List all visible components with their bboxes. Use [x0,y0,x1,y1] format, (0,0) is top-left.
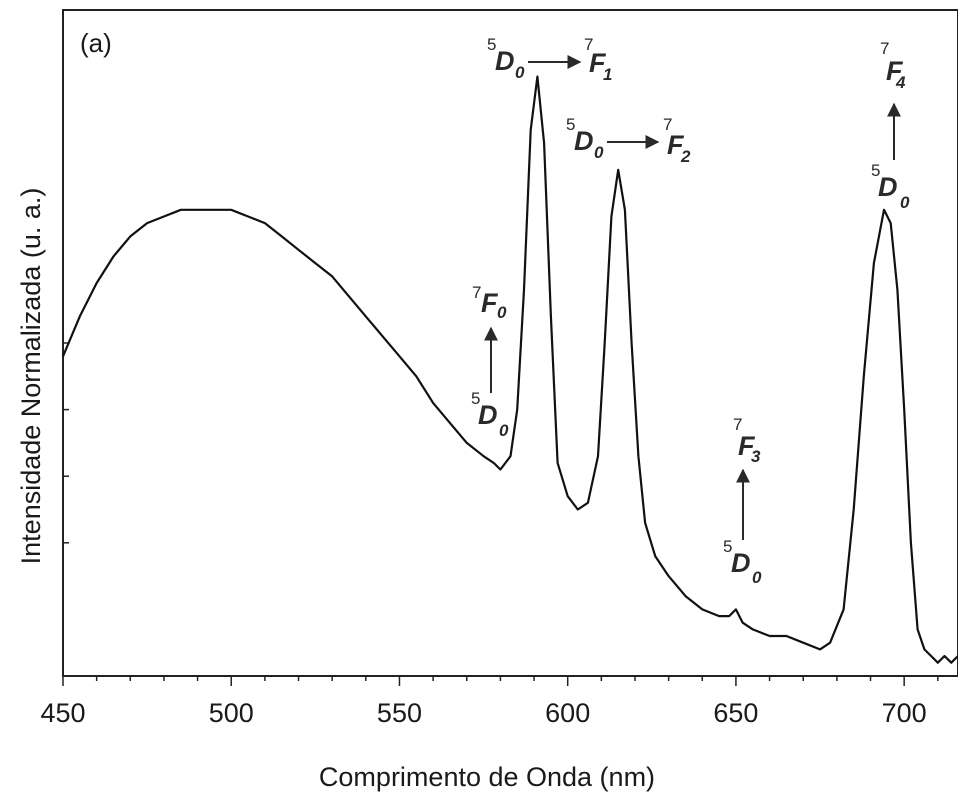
svg-text:4: 4 [895,73,906,92]
annotation-d0-f0: 7 F 0 5 D 0 [471,283,509,440]
x-tick-label: 500 [209,698,254,728]
x-tick-label: 450 [40,698,85,728]
svg-text:D: D [574,126,594,156]
svg-text:D: D [731,548,751,578]
svg-text:D: D [878,172,898,202]
svg-text:0: 0 [594,143,604,162]
svg-text:0: 0 [515,63,525,82]
x-axis-title: Comprimento de Onda (nm) [319,762,655,792]
svg-text:1: 1 [603,65,612,84]
x-tick-label: 700 [882,698,927,728]
panel-label: (a) [80,28,112,58]
svg-text:D: D [478,400,498,430]
x-tick-label: 650 [713,698,758,728]
svg-text:D: D [495,46,515,76]
series-line [63,77,958,663]
plot-frame [63,10,958,676]
y-axis-title: Intensidade Normalizada (u. a.) [16,188,46,565]
svg-text:0: 0 [900,193,910,212]
annotation-d0-f3: 7 F 3 5 D 0 [723,415,762,587]
svg-text:0: 0 [752,568,762,587]
svg-text:0: 0 [497,303,507,322]
annotation-d0-f4: 7 F 4 5 D 0 [871,39,910,212]
svg-text:3: 3 [751,447,761,466]
x-axis-ticks: 450 500 550 600 650 700 [40,676,937,728]
svg-text:2: 2 [680,147,691,166]
x-tick-label: 600 [545,698,590,728]
x-tick-label: 550 [377,698,422,728]
annotation-d0-f2: 5 D 0 7 F 2 [566,115,691,166]
annotation-d0-f1: 5 D 0 7 F 1 [487,35,612,84]
svg-text:0: 0 [499,421,509,440]
